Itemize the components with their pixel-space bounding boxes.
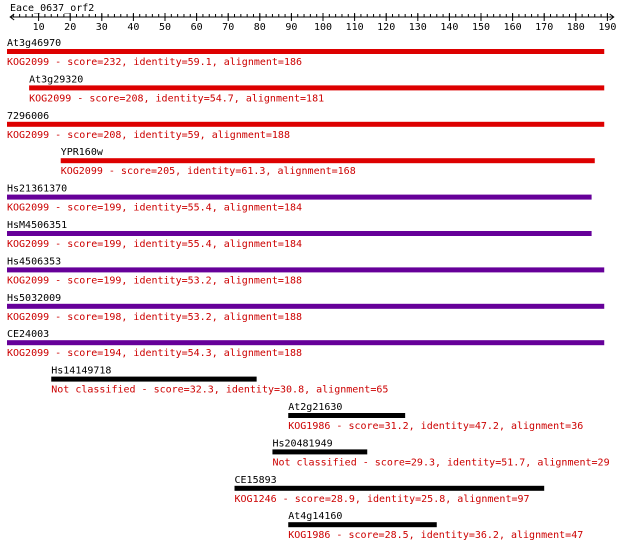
hit-row[interactable]: HsM4506351 KOG2099 - score=199, identity=…: [7, 220, 592, 250]
hit-description[interactable]: Not classified - score=32.3, identity=30…: [51, 385, 388, 396]
ruler-tick-label: 30: [96, 22, 108, 33]
ruler-tick-label: 60: [191, 22, 203, 33]
hit-name[interactable]: CE24003: [7, 329, 49, 340]
hit-alignment-bar[interactable]: [51, 376, 257, 382]
hit-name[interactable]: Hs20481949: [272, 438, 332, 449]
ruler-tick-label: 90: [285, 22, 297, 33]
ruler-tick-label: 190: [598, 22, 616, 33]
hit-description[interactable]: KOG2099 - score=199, identity=55.4, alig…: [7, 239, 302, 250]
ruler-tick-label: 50: [159, 22, 171, 33]
hit-description[interactable]: KOG2099 - score=208, identity=54.7, alig…: [29, 93, 324, 104]
ruler-tick-label: 170: [535, 22, 553, 33]
hit-alignment-bar[interactable]: [272, 449, 368, 455]
hit-name[interactable]: CE15893: [235, 475, 277, 486]
ruler-right-arrow-icon: [609, 13, 615, 21]
ruler-tick-label: 20: [64, 22, 76, 33]
hit-description[interactable]: KOG2099 - score=232, identity=59.1, alig…: [7, 57, 302, 68]
ruler-tick-label: 140: [440, 22, 458, 33]
hit-alignment-bar[interactable]: [7, 303, 605, 309]
hit-alignment-bar[interactable]: [7, 121, 605, 127]
hit-row[interactable]: At3g29320 KOG2099 - score=208, identity=5…: [29, 74, 605, 104]
query-name: Eace_0637_orf2: [10, 3, 94, 14]
hit-name[interactable]: At4g14160: [288, 511, 342, 522]
hit-alignment-bar[interactable]: [29, 85, 605, 91]
hit-description[interactable]: KOG1986 - score=31.2, identity=47.2, ali…: [288, 421, 583, 432]
hit-alignment-bar[interactable]: [7, 49, 605, 54]
hit-row[interactable]: Hs4506353 KOG2099 - score=199, identity=5…: [7, 256, 605, 286]
hit-alignment-bar[interactable]: [7, 231, 592, 236]
ruler-tick-label: 150: [472, 22, 490, 33]
hit-row[interactable]: Hs5032009 KOG2099 - score=198, identity=5…: [7, 293, 605, 323]
hit-name[interactable]: At2g21630: [288, 402, 342, 413]
hit-name[interactable]: At3g46970: [7, 38, 61, 49]
ruler-tick-label: 110: [346, 22, 364, 33]
hit-description[interactable]: KOG2099 - score=199, identity=55.4, alig…: [7, 203, 302, 214]
hit-alignment-bar[interactable]: [7, 340, 605, 346]
hit-row[interactable]: Hs14149718 Not classified - score=32.3, i…: [51, 366, 388, 396]
hit-description[interactable]: KOG2099 - score=194, identity=54.3, alig…: [7, 348, 302, 359]
ruler-tick-label: 40: [127, 22, 139, 33]
hit-row[interactable]: At2g21630 KOG1986 - score=31.2, identity=…: [288, 402, 583, 432]
hit-description[interactable]: KOG2099 - score=205, identity=61.3, alig…: [61, 166, 356, 177]
hit-alignment-bar[interactable]: [288, 413, 406, 418]
hit-name[interactable]: HsM4506351: [7, 220, 67, 231]
ruler-tick-label: 120: [377, 22, 395, 33]
ruler-tick-label: 10: [33, 22, 45, 33]
ruler: 10 20 30 40 50 60 70 80 90 100 110 120 130 140 150 160 1…: [9, 13, 616, 33]
hit-name[interactable]: At3g29320: [29, 74, 83, 85]
hit-description[interactable]: KOG2099 - score=198, identity=53.2, alig…: [7, 312, 302, 323]
hit-row[interactable]: YPR160w KOG2099 - score=205, identity=61.…: [60, 147, 595, 177]
ruler-tick-label: 80: [254, 22, 266, 33]
hit-name[interactable]: Hs5032009: [7, 293, 61, 304]
hit-list: At3g46970 KOG2099 - score=232, identity=5…: [7, 38, 610, 541]
hit-alignment-bar[interactable]: [7, 194, 592, 200]
hit-row[interactable]: At3g46970 KOG2099 - score=232, identity=5…: [7, 38, 605, 68]
hit-row[interactable]: 7296006 KOG2099 - score=208, identity=59,…: [7, 111, 605, 141]
hit-alignment-bar[interactable]: [288, 522, 437, 528]
hit-name[interactable]: YPR160w: [61, 147, 104, 158]
hit-description[interactable]: KOG2099 - score=208, identity=59, alignm…: [7, 130, 290, 141]
hit-description[interactable]: KOG1986 - score=28.5, identity=36.2, ali…: [288, 530, 583, 541]
ruler-tick-label: 100: [314, 22, 332, 33]
ruler-tick-label: 70: [222, 22, 234, 33]
ruler-tick-label: 160: [504, 22, 522, 33]
hit-row[interactable]: Hs21361370 KOG2099 - score=199, identity=…: [7, 184, 592, 214]
hit-alignment-bar[interactable]: [60, 158, 595, 164]
hit-row[interactable]: Hs20481949 Not classified - score=29.3, i…: [272, 438, 610, 468]
hit-description[interactable]: KOG1246 - score=28.9, identity=25.8, ali…: [235, 494, 530, 505]
hit-alignment-bar[interactable]: [7, 267, 605, 273]
ruler-tick-label: 130: [409, 22, 427, 33]
hit-alignment-bar[interactable]: [234, 485, 545, 491]
ruler-tick-label: 180: [567, 22, 585, 33]
hit-description[interactable]: Not classified - score=29.3, identity=51…: [272, 457, 609, 468]
hit-name[interactable]: 7296006: [7, 111, 49, 122]
hit-name[interactable]: Hs4506353: [7, 256, 61, 267]
hit-name[interactable]: Hs21361370: [7, 184, 67, 195]
hit-row[interactable]: At4g14160 KOG1986 - score=28.5, identity=…: [288, 511, 583, 541]
hit-row[interactable]: CE24003 KOG2099 - score=194, identity=54.…: [7, 329, 605, 359]
hit-description[interactable]: KOG2099 - score=199, identity=53.2, alig…: [7, 275, 302, 286]
hit-row[interactable]: CE15893 KOG1246 - score=28.9, identity=25…: [234, 475, 545, 505]
hit-name[interactable]: Hs14149718: [51, 366, 111, 377]
